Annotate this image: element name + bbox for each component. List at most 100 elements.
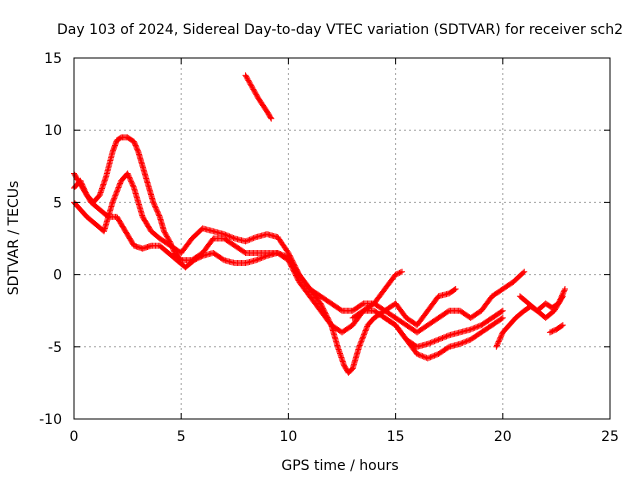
- trace-marker: [115, 184, 122, 191]
- trace-marker: [558, 295, 565, 302]
- trace-marker: [127, 177, 134, 184]
- trace-marker: [163, 232, 170, 239]
- trace-marker: [420, 353, 427, 360]
- trace-marker: [90, 219, 97, 226]
- trace-marker: [250, 86, 257, 93]
- trace-marker: [160, 226, 167, 233]
- trace-marker: [208, 237, 215, 244]
- trace-marker: [276, 250, 283, 257]
- trace-marker: [249, 235, 256, 242]
- trace-marker: [443, 309, 450, 316]
- trace-marker: [348, 367, 355, 374]
- trace-marker: [165, 241, 172, 248]
- trace-marker: [251, 257, 258, 264]
- trace-marker: [248, 82, 255, 89]
- trace-marker: [320, 305, 327, 312]
- trace-marker: [358, 337, 365, 344]
- trace-marker: [132, 142, 139, 149]
- trace-marker: [422, 354, 429, 361]
- trace-marker: [116, 183, 123, 190]
- trace-marker: [156, 212, 163, 219]
- trace-marker: [497, 334, 504, 341]
- trace-marker: [262, 106, 269, 113]
- trace-marker: [129, 182, 136, 189]
- trace-marker: [486, 316, 493, 323]
- trace-marker: [133, 143, 140, 150]
- trace-marker: [246, 78, 253, 85]
- trace-marker: [258, 254, 265, 261]
- trace-marker: [230, 234, 237, 241]
- trace-marker: [390, 320, 397, 327]
- trace-marker: [471, 324, 478, 331]
- trace-marker: [116, 135, 123, 142]
- trace-marker: [197, 227, 204, 234]
- trace-marker: [132, 141, 139, 148]
- trace-marker: [266, 113, 273, 120]
- trace-marker: [134, 146, 141, 153]
- trace-marker: [455, 329, 462, 336]
- trace-marker: [363, 324, 370, 331]
- trace-marker: [497, 287, 504, 294]
- trace-marker: [327, 320, 334, 327]
- trace-marker: [359, 335, 366, 342]
- trace-marker: [498, 308, 505, 315]
- trace-marker: [401, 334, 408, 341]
- trace-marker: [430, 338, 437, 345]
- y-tick-label: 0: [53, 268, 62, 284]
- y-tick-label: -10: [39, 412, 62, 428]
- trace-marker: [323, 313, 330, 320]
- trace-marker: [473, 324, 479, 331]
- axis-ticks: 0 5 10 15 20 25 -10 -5 0 5 10 15: [39, 51, 619, 445]
- trace-marker: [218, 255, 225, 262]
- trace-marker: [434, 351, 441, 358]
- trace-marker: [321, 309, 328, 316]
- trace-marker: [315, 298, 322, 305]
- trace-marker: [369, 316, 376, 323]
- trace-marker: [440, 334, 447, 341]
- trace-marker: [150, 200, 157, 207]
- trace-marker: [240, 248, 247, 255]
- trace-marker: [102, 174, 109, 181]
- x-tick-label: 5: [177, 429, 186, 445]
- trace-marker: [255, 256, 262, 263]
- trace-marker: [109, 200, 116, 207]
- trace-marker: [459, 339, 466, 346]
- trace-marker: [227, 233, 234, 240]
- data-point: [493, 343, 500, 350]
- trace-marker: [380, 288, 387, 295]
- x-tick-label: 15: [387, 429, 405, 445]
- trace-marker: [455, 341, 462, 348]
- trace-marker: [153, 207, 160, 214]
- trace-marker: [497, 316, 504, 323]
- trace-marker: [395, 270, 402, 277]
- trace-marker: [360, 331, 367, 338]
- trace-marker: [359, 308, 366, 315]
- trace-marker: [226, 233, 233, 240]
- trace-marker: [549, 309, 556, 316]
- trace-marker: [493, 342, 500, 349]
- x-tick-label: 0: [70, 429, 79, 445]
- trace-marker: [94, 194, 101, 201]
- trace-marker: [250, 235, 257, 242]
- trace-marker: [439, 334, 446, 341]
- trace-marker: [134, 147, 141, 154]
- trace-marker: [219, 230, 226, 237]
- trace-marker: [360, 332, 367, 339]
- trace-marker: [359, 301, 366, 308]
- trace-marker: [418, 352, 425, 359]
- trace-marker: [126, 174, 133, 181]
- trace-marker: [464, 337, 471, 344]
- trace-marker: [125, 171, 132, 178]
- trace-marker: [356, 342, 363, 349]
- trace-marker: [495, 339, 502, 346]
- trace-marker: [318, 301, 325, 308]
- trace-marker: [519, 309, 526, 316]
- trace-marker: [520, 269, 527, 276]
- trace-marker: [433, 295, 440, 302]
- trace-marker: [113, 188, 120, 195]
- trace-marker: [75, 204, 82, 211]
- trace-marker: [362, 328, 369, 335]
- trace-marker: [259, 254, 266, 261]
- trace-marker: [427, 354, 434, 361]
- trace-marker: [94, 204, 101, 211]
